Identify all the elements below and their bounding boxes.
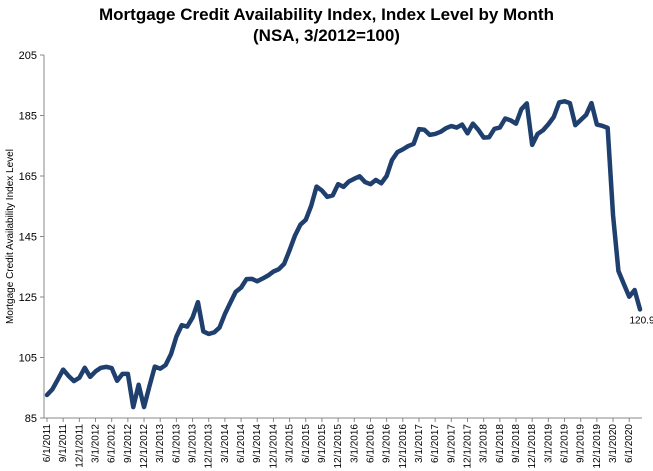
x-tick-label: 9/1/2012	[123, 424, 134, 463]
y-axis-label: Mortgage Credit Availability Index Level	[5, 149, 16, 324]
x-tick-label: 3/1/2013	[155, 424, 166, 463]
x-tick-label: 9/1/2011	[58, 424, 69, 463]
y-tick-label: 125	[19, 292, 37, 304]
x-tick-label: 3/1/2012	[91, 424, 102, 463]
x-tick-label: 9/1/2017	[446, 424, 457, 463]
data-label: 120.9	[629, 315, 653, 326]
x-tick-label: 9/1/2013	[188, 424, 199, 463]
x-tick-label: 12/1/2017	[462, 424, 473, 469]
x-tick-label: 6/1/2020	[624, 424, 635, 463]
x-tick-label: 6/1/2012	[107, 424, 118, 463]
x-tick-label: 3/1/2017	[414, 424, 425, 463]
x-tick-label: 12/1/2015	[333, 424, 344, 469]
x-tick-label: 9/1/2019	[576, 424, 587, 463]
x-tick-label: 3/1/2015	[285, 424, 296, 463]
x-tick-label: 6/1/2011	[42, 424, 53, 463]
x-tick-label: 12/1/2018	[527, 424, 538, 469]
series-group	[44, 99, 643, 410]
x-tick-label: 6/1/2016	[365, 424, 376, 463]
x-tick-label: 3/1/2016	[349, 424, 360, 463]
x-tick-label: 12/1/2016	[398, 424, 409, 469]
axes	[43, 55, 642, 419]
x-tick-label: 12/1/2013	[204, 424, 215, 469]
x-tick-label: 9/1/2018	[511, 424, 522, 463]
x-tick-label: 6/1/2018	[495, 424, 506, 463]
x-tick-label: 6/1/2017	[430, 424, 441, 463]
x-tick-label: 6/1/2019	[560, 424, 571, 463]
x-tick-label: 6/1/2013	[171, 424, 182, 463]
x-tick-label: 6/1/2015	[301, 424, 312, 463]
subtitle-line: (NSA, 3/2012=100)	[253, 26, 400, 45]
y-tick-label: 85	[25, 413, 37, 425]
y-tick-label: 105	[19, 353, 37, 365]
annotations: 120.9	[629, 315, 653, 326]
title-line: Mortgage Credit Availability Index, Inde…	[99, 5, 554, 24]
x-axis-ticks: 6/1/2011 9/1/2011 12/1/2011 3/1/2012 6/1/201…	[42, 418, 635, 469]
y-axis-ticks: 85 105 125 145 165 185 205	[19, 50, 44, 425]
y-tick-label: 185	[19, 111, 37, 123]
y-tick-label: 145	[19, 232, 37, 244]
x-tick-label: 3/1/2020	[608, 424, 619, 463]
series-line	[44, 99, 643, 410]
x-tick-label: 6/1/2014	[236, 424, 247, 463]
chart-title: Mortgage Credit Availability Index, Inde…	[0, 4, 653, 46]
x-tick-label: 9/1/2014	[252, 424, 263, 463]
x-tick-label: 3/1/2018	[479, 424, 490, 463]
x-tick-label: 9/1/2015	[317, 424, 328, 463]
x-tick-label: 12/1/2014	[268, 424, 279, 469]
x-tick-label: 12/1/2011	[74, 424, 85, 468]
x-tick-label: 12/1/2019	[592, 424, 603, 469]
y-tick-label: 205	[19, 50, 37, 62]
x-tick-label: 3/1/2014	[220, 424, 231, 463]
y-tick-label: 165	[19, 171, 37, 183]
x-tick-label: 3/1/2019	[543, 424, 554, 463]
x-tick-label: 12/1/2012	[139, 424, 150, 469]
x-tick-label: 9/1/2016	[382, 424, 393, 463]
